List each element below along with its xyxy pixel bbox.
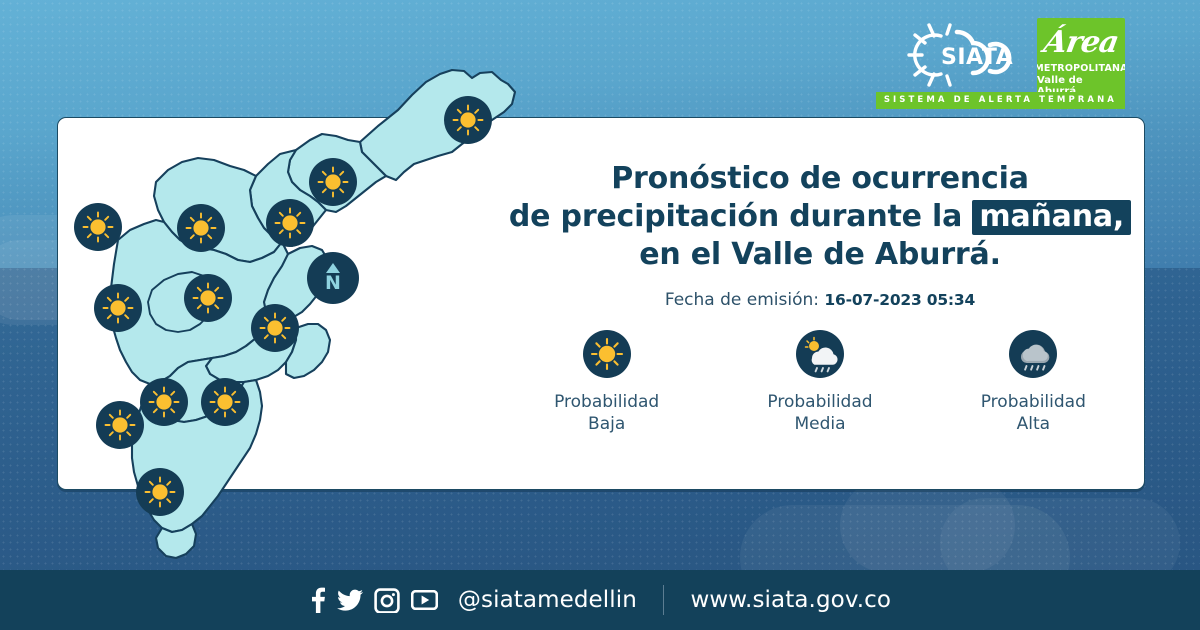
map-marker-baja (94, 284, 142, 332)
legend-label-alta: Probabilidad Alta (946, 391, 1121, 436)
legend-label-line2: Media (794, 414, 846, 435)
map-marker-baja (140, 378, 188, 426)
siata-logo-wordmark: SIATA (941, 45, 1013, 70)
map-marker-baja (309, 158, 357, 206)
legend-label-media: Probabilidad Media (732, 391, 907, 436)
title-line-2-text: de precipitación durante la (508, 198, 963, 234)
emission-date: Fecha de emisión: 16-07-2023 05:34 (500, 290, 1140, 310)
legend-label-line1: Probabilidad (767, 392, 873, 412)
compass-rose: N (307, 252, 359, 304)
title-highlight-manana: mañana, (972, 199, 1132, 236)
sun-rain-cloud-icon-glyph (804, 336, 838, 373)
map-marker-baja (266, 199, 314, 247)
header-logos: SIATA Área METROPOLITANA Valle de Aburrá (895, 18, 1125, 100)
legend-label-line2: Baja (588, 414, 626, 435)
map-marker-baja (96, 401, 144, 449)
map-marker-baja (74, 203, 122, 251)
title-line-1: Pronóstico de ocurrencia (611, 161, 1029, 196)
map-marker-baja (136, 468, 184, 516)
legend-item-media: Probabilidad Media (732, 330, 907, 436)
twitter-icon[interactable] (336, 587, 363, 613)
siata-logo: SIATA (895, 18, 1027, 90)
rain-cloud-icon-glyph (1021, 344, 1050, 371)
area-metropolitana-logo: Área METROPOLITANA Valle de Aburrá (1037, 18, 1125, 100)
tagline-strip: SISTEMA DE ALERTA TEMPRANA (875, 92, 1125, 109)
sun-icon (582, 330, 631, 378)
legend-item-alta: Probabilidad Alta (946, 330, 1121, 436)
legend-label-line1: Probabilidad (554, 392, 660, 412)
area-metropolitana-script: Área (1041, 25, 1121, 60)
map-marker-baja (177, 204, 225, 252)
legend-label-baja: Probabilidad Baja (519, 391, 694, 436)
emission-date-label: Fecha de emisión: (664, 290, 820, 311)
area-metropolitana-line2: Valle de Aburrá (1037, 74, 1083, 98)
area-metropolitana-line1: METROPOLITANA (1037, 63, 1125, 74)
valle-de-aburra-map: N (60, 40, 530, 600)
social-icons (309, 587, 438, 613)
footer-bar: @siatamedellin www.siata.gov.co (0, 570, 1200, 630)
emission-date-value: 16-07-2023 05:34 (824, 291, 976, 310)
legend-label-line1: Probabilidad (980, 392, 1086, 412)
map-marker-baja (444, 96, 492, 144)
rain-cloud-icon (1009, 330, 1058, 378)
map-marker-baja (184, 274, 232, 322)
instagram-icon[interactable] (374, 587, 400, 613)
page-title: Pronóstico de ocurrencia de precipitació… (500, 160, 1140, 273)
map-marker-baja (251, 304, 299, 352)
municipality-polygon (154, 522, 198, 560)
title-line-2: de precipitación durante la mañana, (500, 198, 1140, 236)
forecast-text-panel: Pronóstico de ocurrencia de precipitació… (500, 160, 1140, 310)
cloud-shape (840, 478, 1015, 573)
compass-north-label: N (325, 272, 341, 294)
probability-legend: Probabilidad Baja (500, 330, 1140, 436)
compass-north-arrow-icon (326, 263, 340, 273)
siata-logo-icon: SIATA (907, 23, 1013, 87)
legend-label-line2: Alta (1016, 414, 1051, 435)
title-line-3: en el Valle de Aburrá. (639, 236, 1001, 272)
sun-rain-cloud-icon (795, 330, 844, 378)
sun-icon-glyph (590, 337, 623, 371)
legend-item-baja: Probabilidad Baja (519, 330, 694, 436)
youtube-icon[interactable] (410, 590, 438, 610)
social-handle[interactable]: @siatamedellin (457, 587, 637, 613)
footer-divider (662, 585, 665, 615)
map-marker-baja (201, 378, 249, 426)
website-url[interactable]: www.siata.gov.co (690, 587, 892, 613)
facebook-icon[interactable] (309, 587, 326, 613)
